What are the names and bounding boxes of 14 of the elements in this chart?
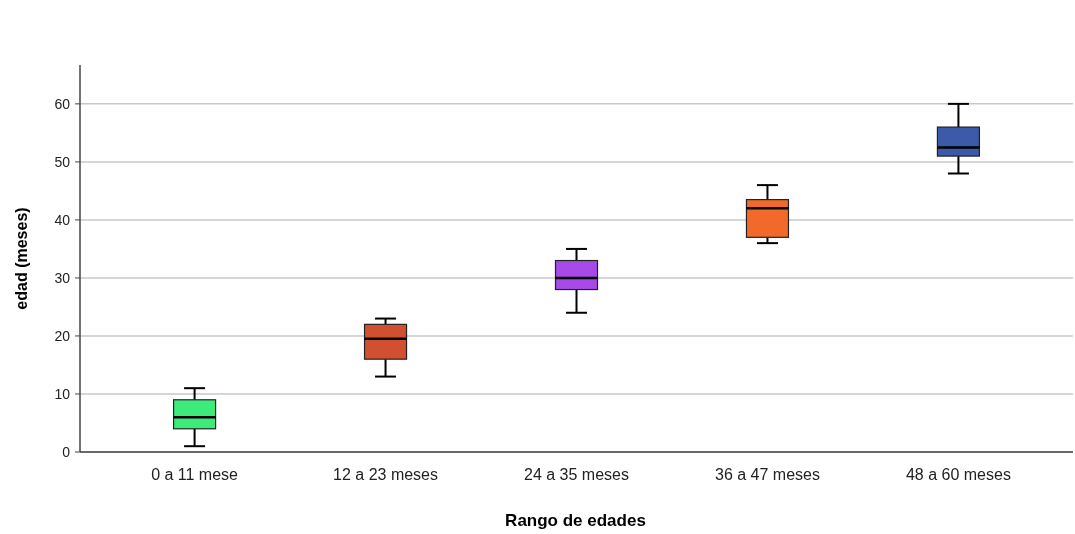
x-axis-title: Rango de edades (505, 511, 646, 530)
x-tick-label: 36 a 47 meses (714, 466, 820, 483)
y-tick-label: 40 (54, 211, 71, 228)
y-axis-title: edad (meses) (13, 207, 30, 310)
y-tick-label: 60 (54, 95, 71, 112)
x-tick-label: 0 a 11 mese (151, 466, 239, 483)
y-tick-label: 30 (54, 269, 71, 286)
x-tick-label: 24 a 35 meses (524, 466, 629, 483)
x-tick-label: 12 a 23 meses (333, 466, 439, 483)
y-tick-label: 10 (54, 385, 71, 402)
y-tick-label: 20 (54, 327, 71, 344)
y-tick-label: 0 (62, 443, 71, 460)
y-tick-label: 50 (54, 153, 71, 170)
x-tick-label: 48 a 60 meses (905, 466, 1011, 483)
